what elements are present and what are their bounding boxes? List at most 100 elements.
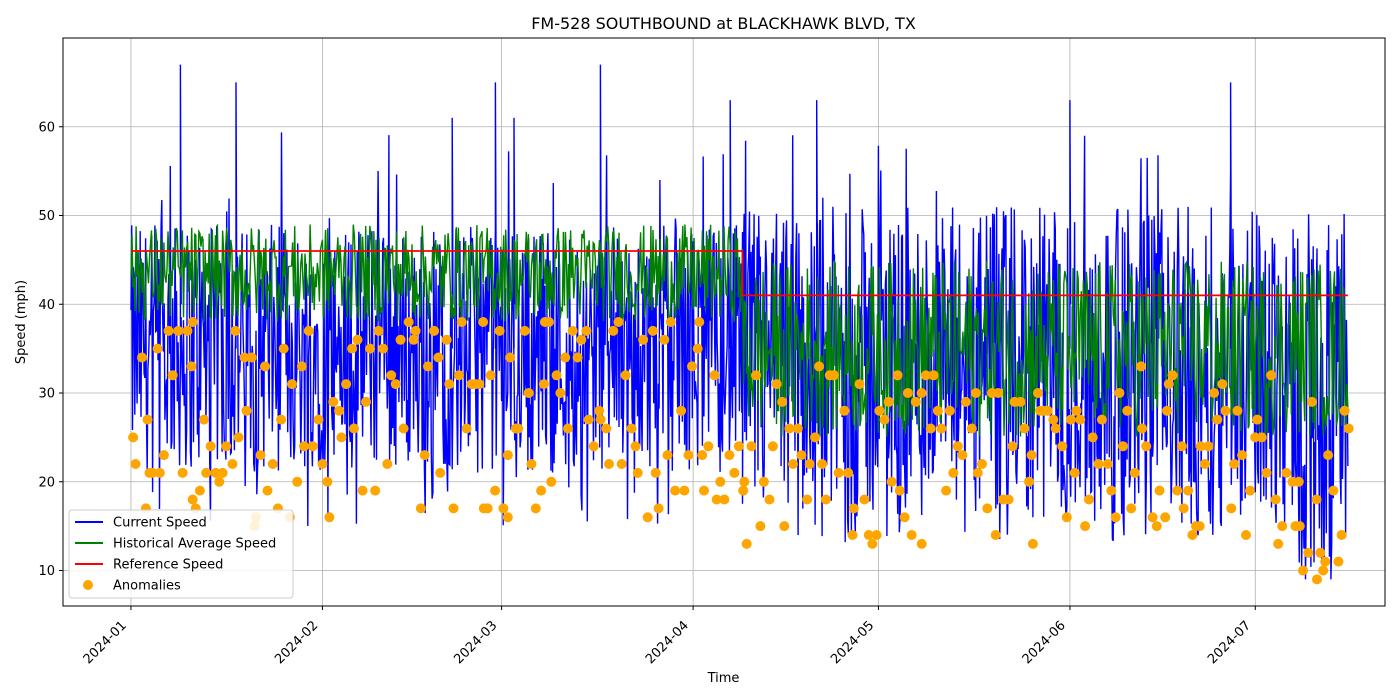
anomaly-point: [551, 370, 562, 381]
anomaly-point: [217, 467, 228, 478]
anomaly-point: [361, 396, 371, 407]
anomaly-point: [287, 379, 297, 390]
anomaly-point: [1114, 388, 1125, 398]
anomaly-point: [910, 396, 921, 407]
y-tick-label: 30: [38, 387, 55, 402]
anomaly-point: [1069, 467, 1080, 478]
anomaly-point: [276, 414, 287, 425]
anomaly-point: [144, 467, 155, 478]
anomaly-point: [186, 361, 197, 372]
anomaly-point: [352, 334, 363, 345]
anomaly-point: [687, 361, 697, 372]
anomaly-point: [993, 388, 1004, 398]
plot-frame: [62, 37, 1386, 607]
anomaly-point: [699, 485, 709, 496]
current-speed-line: [130, 64, 1349, 580]
anomaly-point: [1135, 361, 1146, 372]
anomaly-point: [1220, 405, 1231, 416]
anomaly-point: [739, 476, 750, 487]
anomaly-point: [871, 530, 882, 540]
anomaly-point: [378, 343, 389, 354]
anomaly-point: [1080, 521, 1091, 532]
anomaly-point: [246, 352, 257, 363]
anomaly-point: [662, 450, 673, 461]
anomaly-point: [906, 530, 917, 540]
anomaly-point: [709, 370, 720, 381]
anomaly-point: [1336, 530, 1347, 540]
anomaly-point: [715, 476, 726, 487]
anomaly-point: [536, 485, 547, 496]
anomaly-point: [755, 521, 766, 532]
anomaly-point: [233, 432, 244, 443]
anomaly-point: [328, 396, 339, 407]
anomaly-point: [410, 325, 421, 336]
anomaly-point: [779, 521, 790, 532]
anomaly-point: [230, 325, 241, 336]
anomaly-point: [764, 494, 775, 505]
anomaly-point: [260, 361, 270, 372]
anomaly-point: [505, 352, 516, 363]
anomaly-point: [665, 317, 676, 327]
anomaly-point: [241, 405, 252, 416]
anomaly-point: [1019, 423, 1030, 434]
anomaly-point: [1176, 441, 1187, 452]
anomaly-point: [1203, 441, 1214, 452]
anomaly-point: [357, 485, 368, 496]
anomaly-point: [1281, 467, 1292, 478]
anomaly-point: [1102, 459, 1113, 469]
anomaly-point: [1042, 405, 1053, 416]
anomaly-point: [854, 379, 865, 390]
anomaly-point: [1306, 396, 1317, 407]
anomaly-point: [373, 325, 384, 336]
anomaly-point: [227, 459, 238, 469]
anomaly-point: [1162, 405, 1172, 416]
anomaly-point: [916, 538, 927, 549]
legend-swatch-anomalies: [83, 580, 93, 590]
anomaly-point: [1232, 405, 1243, 416]
y-axis-label: Speed (mph): [14, 280, 29, 364]
anomaly-point: [137, 352, 147, 363]
anomaly-point: [902, 388, 913, 398]
anomaly-point: [796, 450, 807, 461]
anomaly-point: [1129, 467, 1140, 478]
anomaly-point: [142, 414, 153, 425]
anomaly-point: [817, 459, 828, 469]
anomaly-point: [814, 361, 825, 372]
anomaly-point: [474, 379, 485, 390]
anomaly-point: [1315, 547, 1326, 558]
anomaly-point: [498, 503, 509, 514]
anomaly-point: [1328, 485, 1339, 496]
anomaly-point: [928, 370, 939, 381]
anomaly-point: [957, 450, 968, 461]
anomaly-point: [859, 494, 870, 505]
anomaly-point: [604, 459, 614, 469]
y-tick-label: 10: [38, 564, 55, 579]
anomaly-point: [1318, 565, 1329, 576]
anomaly-point: [1163, 379, 1174, 390]
anomaly-point: [1229, 459, 1240, 469]
anomaly-point: [1194, 521, 1205, 532]
anomaly-point: [1015, 396, 1026, 407]
anomaly-point: [1172, 485, 1183, 496]
anomaly-point: [788, 459, 798, 469]
anomaly-point: [560, 352, 571, 363]
anomaly-point: [894, 485, 905, 496]
anomaly-point: [751, 370, 761, 381]
anomaly-point: [307, 441, 318, 452]
anomaly-point: [1261, 467, 1272, 478]
anomaly-point: [201, 467, 212, 478]
anomaly-point: [1033, 388, 1043, 398]
anomaly-point: [1195, 441, 1206, 452]
anomaly-point: [370, 485, 381, 496]
anomaly-point: [741, 538, 752, 549]
anomaly-point: [187, 317, 198, 327]
anomaly-point: [1087, 432, 1098, 443]
anomaly-point: [711, 494, 722, 505]
anomaly-point: [390, 379, 401, 390]
anomaly-point: [1048, 414, 1059, 425]
anomaly-point: [296, 361, 307, 372]
anomaly-point: [1154, 485, 1165, 496]
anomaly-point: [970, 388, 981, 398]
anomaly-point: [423, 361, 433, 372]
anomaly-point: [1118, 441, 1128, 452]
